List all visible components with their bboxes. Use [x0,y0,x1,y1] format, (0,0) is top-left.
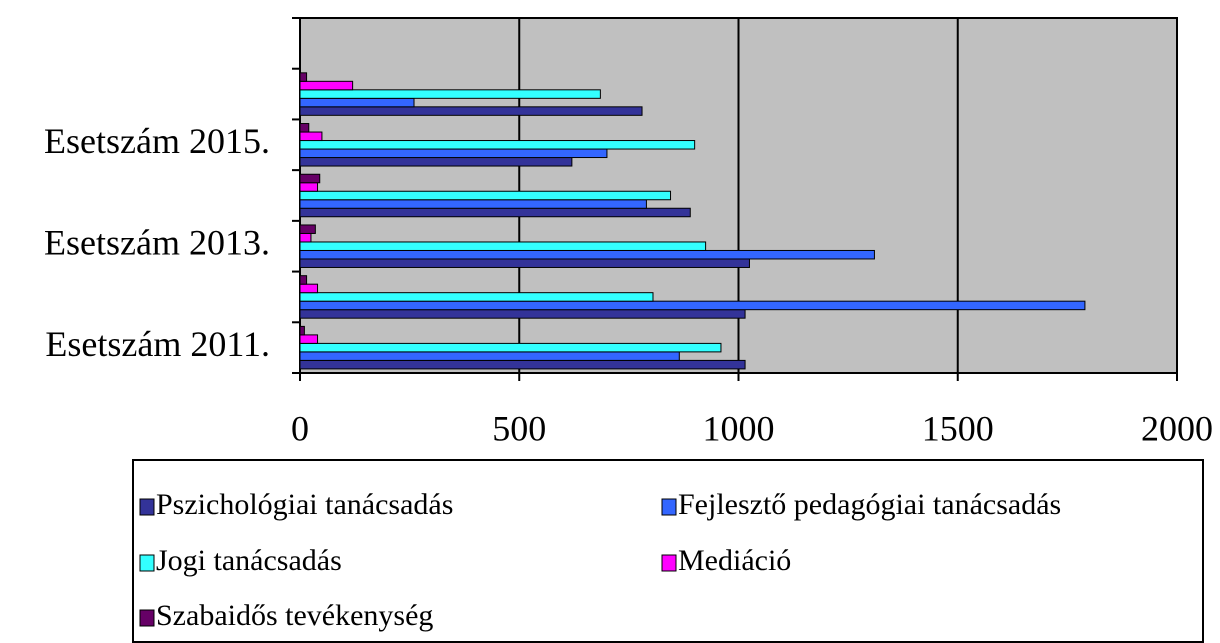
y-tick-label: Esetszám 2015. [44,121,270,161]
bar [299,199,647,209]
bar [299,292,654,302]
bar [299,359,746,370]
bar [299,157,573,167]
bar [299,325,305,336]
x-tick-label: 0 [291,408,309,448]
x-tick-label: 2000 [1141,408,1213,448]
bar [299,309,746,319]
bar [299,232,312,243]
bar [299,97,415,108]
legend-label: Pszichológiai tanácsadás [156,488,453,521]
legend-label: Mediáció [678,544,791,577]
bar [299,173,321,184]
y-tick-label: Esetszám 2013. [44,222,270,262]
bar [299,334,319,344]
legend-swatch [139,498,155,516]
bar [299,140,696,150]
bar [299,72,308,82]
bar [299,275,308,285]
legend-label: Szabaidős tevékenység [156,599,433,632]
legend-swatch [139,554,155,572]
y-tick-label: Esetszám 2011. [45,324,270,364]
legend-swatch [661,498,677,516]
bar [299,148,608,159]
bar [299,283,319,294]
bar [299,300,1086,311]
bar [299,224,316,234]
bar [299,89,601,99]
bar [299,258,750,268]
bar [299,241,707,251]
legend-label: Jogi tanácsadás [156,544,342,577]
bar [299,342,722,353]
bar [299,190,672,201]
bar [299,182,319,192]
legend-swatch [139,609,155,627]
bar [299,207,691,218]
x-tick-label: 1500 [922,408,994,448]
bar [299,80,354,91]
bar [299,123,310,133]
legend-swatch [661,554,677,572]
bar [299,351,680,361]
legend-box [132,459,1204,643]
bar [299,249,875,260]
x-tick-label: 1000 [703,408,775,448]
bar [299,131,323,142]
x-tick-label: 500 [492,408,546,448]
legend-label: Fejlesztő pedagógiai tanácsadás [678,488,1061,521]
bar [299,106,643,116]
